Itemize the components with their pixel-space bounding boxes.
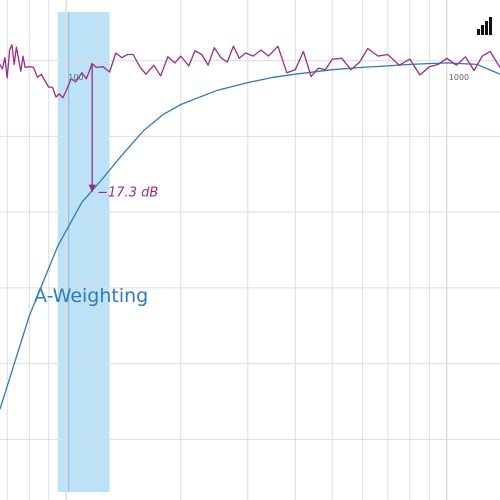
annotation-label: −17.3 dB bbox=[97, 186, 158, 201]
annotation-arrow-head bbox=[88, 184, 96, 193]
measured-response-line bbox=[0, 44, 500, 99]
tick-label-1000: 1000 bbox=[449, 73, 469, 82]
signal-bar bbox=[485, 21, 488, 35]
tick-label-100: 100 bbox=[68, 73, 83, 82]
a-weighting-curve bbox=[0, 62, 500, 410]
signal-bar bbox=[481, 25, 484, 35]
signal-bar bbox=[489, 17, 492, 35]
signal-bars-icon bbox=[477, 17, 492, 35]
signal-bar bbox=[477, 29, 480, 35]
highlight-band bbox=[57, 12, 110, 492]
curve-label: A-Weighting bbox=[34, 285, 148, 307]
